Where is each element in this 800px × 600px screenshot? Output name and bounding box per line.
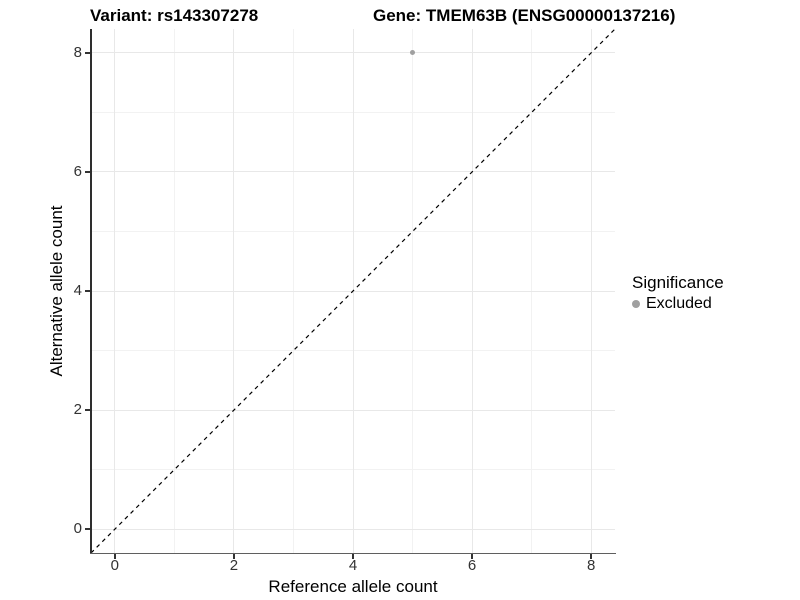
- legend-item-excluded: Excluded: [632, 295, 724, 313]
- x-tick-label: 8: [587, 557, 596, 574]
- x-tick-mark: [233, 554, 235, 559]
- x-tick-label: 4: [348, 557, 358, 574]
- y-major-gridline: [91, 52, 615, 54]
- x-tick-mark: [590, 554, 592, 559]
- x-tick-mark: [471, 554, 473, 559]
- legend-item-label: Excluded: [646, 295, 712, 312]
- x-tick-label: 0: [110, 557, 119, 574]
- y-tick-label: 4: [73, 282, 82, 299]
- x-axis-title: Reference allele count: [268, 577, 438, 596]
- identity-reference-line: [91, 29, 615, 553]
- x-tick-mark: [114, 554, 116, 559]
- legend: Significance Excluded: [632, 273, 724, 313]
- y-tick-label: 0: [73, 520, 82, 538]
- y-tick-label: 6: [73, 162, 82, 180]
- plot-title-gene: Gene: TMEM63B (ENSG00000137216): [373, 6, 676, 25]
- x-axis-line: [90, 552, 616, 554]
- excluded-point-swatch-icon: [632, 300, 640, 308]
- y-tick-mark: [85, 171, 90, 173]
- x-tick-label: 2: [229, 557, 239, 574]
- plot-panel: [91, 29, 615, 553]
- y-major-gridline: [91, 409, 615, 411]
- y-tick-mark: [85, 409, 90, 411]
- x-tick-label: 6: [467, 557, 477, 574]
- plot-title-variant: Variant: rs143307278: [90, 6, 259, 25]
- data-point: [410, 50, 416, 56]
- y-axis-line: [90, 29, 92, 554]
- y-tick-label: 2: [73, 401, 82, 419]
- x-tick-mark: [352, 554, 354, 559]
- y-tick-mark: [85, 52, 90, 54]
- y-tick-label: 8: [73, 43, 82, 61]
- y-tick-mark: [85, 528, 90, 530]
- y-major-gridline: [91, 528, 615, 530]
- y-major-gridline: [91, 171, 615, 173]
- legend-title: Significance: [632, 273, 724, 292]
- y-tick-mark: [85, 290, 90, 292]
